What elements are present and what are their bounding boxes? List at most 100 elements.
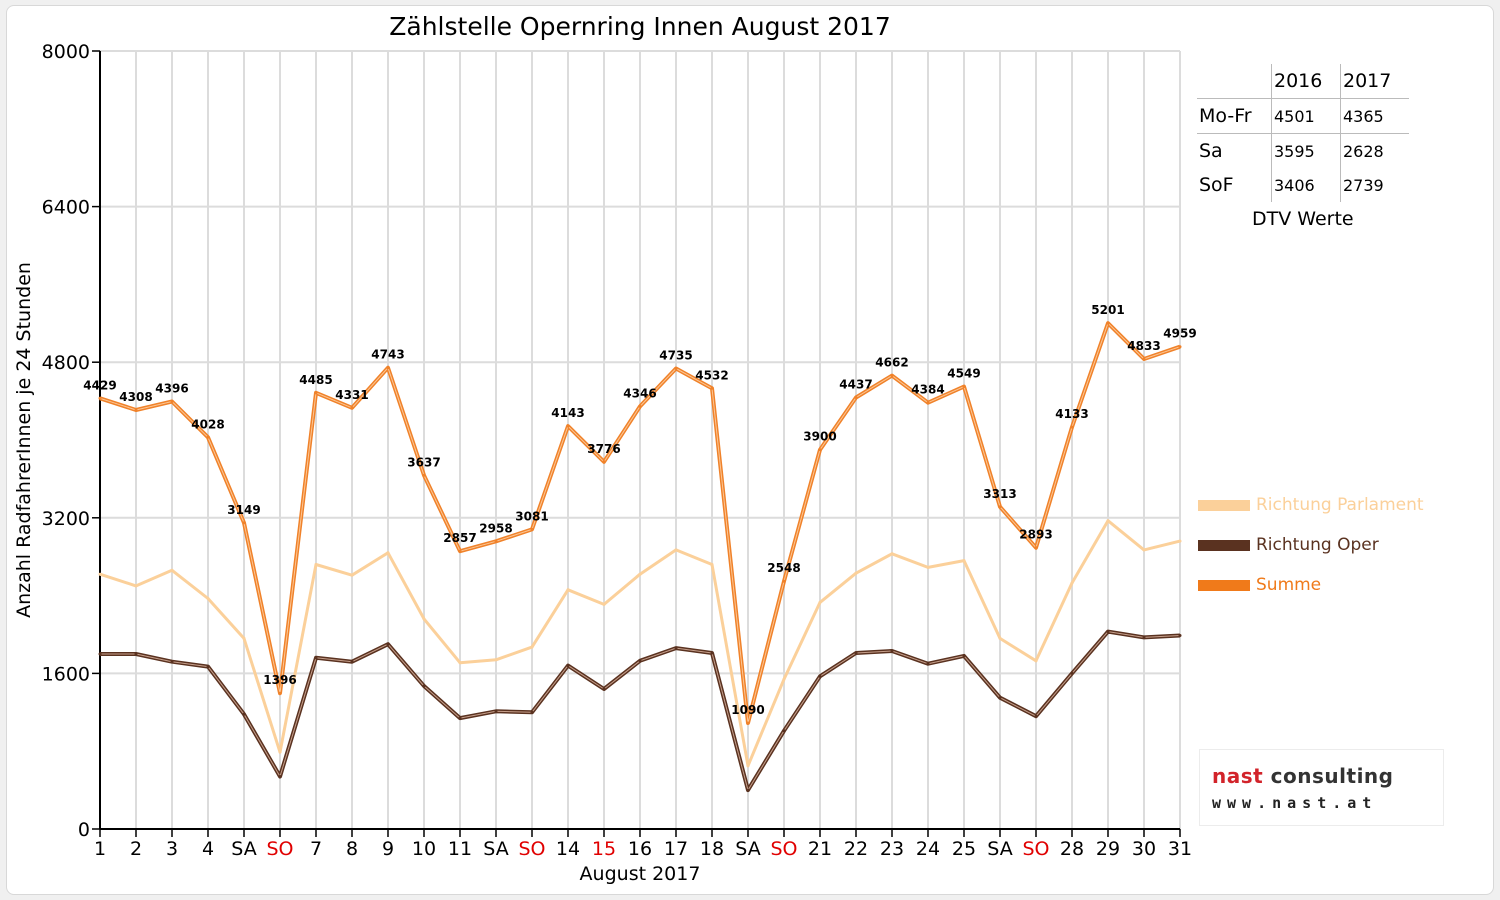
data-label: 2548 (767, 561, 800, 575)
data-point (278, 774, 282, 778)
data-point (1070, 425, 1074, 429)
data-point (710, 562, 714, 566)
x-tick-label: SA (735, 838, 760, 860)
data-point (1142, 548, 1146, 552)
data-label: 4959 (1163, 327, 1196, 341)
data-point (566, 588, 570, 592)
data-point (674, 646, 678, 650)
data-point (962, 559, 966, 563)
nast-consulting-logo: nast consulting www.nast.at (1200, 750, 1443, 825)
x-tick-label: 8 (346, 838, 358, 860)
x-tick-label: SO (266, 838, 293, 860)
legend-label: Richtung Parlament (1256, 495, 1424, 515)
y-tick-label: 3200 (42, 508, 90, 530)
data-point (242, 636, 246, 640)
data-point (1034, 659, 1038, 663)
data-point (926, 401, 930, 405)
data-point (998, 636, 1002, 640)
data-point (98, 652, 102, 656)
dtv-caption: DTV Werte (1252, 208, 1354, 230)
data-point (206, 435, 210, 439)
data-point (458, 549, 462, 553)
dtv-cell: 3406 (1271, 168, 1341, 202)
data-point (1178, 539, 1182, 543)
data-point (422, 684, 426, 688)
x-tick-label: 3 (166, 838, 178, 860)
data-point (422, 473, 426, 477)
x-tick-label: 18 (700, 838, 724, 860)
data-point (854, 571, 858, 575)
x-tick-label: 1 (94, 838, 106, 860)
data-point (170, 660, 174, 664)
data-label: 4429 (83, 378, 116, 392)
x-tick-label: 28 (1060, 838, 1084, 860)
x-tick-label: SA (987, 838, 1012, 860)
data-point (782, 579, 786, 583)
dtv-header-row: 2016 2017 (1197, 64, 1409, 99)
dtv-row: SoF 3406 2739 (1197, 168, 1409, 202)
data-label: 4308 (119, 390, 152, 404)
x-axis-label: August 2017 (579, 863, 701, 885)
data-point (818, 674, 822, 678)
data-label: 5201 (1091, 303, 1124, 317)
data-point (134, 584, 138, 588)
data-label: 4331 (335, 388, 368, 402)
x-tick-label: 14 (556, 838, 580, 860)
data-point (134, 652, 138, 656)
data-point (530, 527, 534, 531)
data-label: 4743 (371, 348, 404, 362)
data-point (602, 602, 606, 606)
dtv-row: Mo-Fr 4501 4365 (1197, 98, 1409, 134)
data-label: 4532 (695, 368, 728, 382)
x-tick-label: SO (770, 838, 797, 860)
data-point (278, 750, 282, 754)
data-point (674, 367, 678, 371)
data-point (1106, 630, 1110, 634)
data-point (386, 642, 390, 646)
data-label: 4735 (659, 349, 692, 363)
data-point (1142, 357, 1146, 361)
x-tick-label: 23 (880, 838, 904, 860)
x-tick-label: 31 (1168, 838, 1192, 860)
data-point (494, 709, 498, 713)
dtv-cell: 4365 (1340, 98, 1409, 134)
data-point (710, 386, 714, 390)
data-point (1178, 633, 1182, 637)
data-point (1070, 671, 1074, 675)
data-point (1178, 345, 1182, 349)
x-tick-label: 16 (628, 838, 652, 860)
logo-url: www.nast.at (1212, 794, 1378, 812)
dtv-header-empty (1197, 64, 1272, 99)
logo-consulting: consulting (1270, 764, 1394, 788)
data-point (98, 396, 102, 400)
x-tick-label: 25 (952, 838, 976, 860)
data-label: 3313 (983, 487, 1016, 501)
data-point (458, 716, 462, 720)
x-tick-label: 2 (130, 838, 142, 860)
data-point (170, 399, 174, 403)
data-label: 1090 (731, 703, 764, 717)
legend-swatch (1198, 499, 1250, 511)
data-point (602, 460, 606, 464)
data-point (566, 424, 570, 428)
data-point (1034, 546, 1038, 550)
x-tick-label: 22 (844, 838, 868, 860)
data-point (746, 721, 750, 725)
data-point (314, 391, 318, 395)
data-label: 3149 (227, 503, 260, 517)
x-tick-label: SA (231, 838, 256, 860)
data-point (278, 691, 282, 695)
x-tick-label: SO (1022, 838, 1049, 860)
data-point (206, 665, 210, 669)
y-tick-label: 8000 (42, 41, 90, 63)
data-point (422, 617, 426, 621)
dtv-row-label: Sa (1199, 140, 1223, 162)
data-label: 4549 (947, 367, 980, 381)
data-label: 4346 (623, 386, 656, 400)
data-point (494, 658, 498, 662)
data-label: 3081 (515, 509, 548, 523)
x-tick-label: 9 (382, 838, 394, 860)
data-label: 2893 (1019, 528, 1052, 542)
legend-item-oper: Richtung Oper (1198, 535, 1379, 555)
